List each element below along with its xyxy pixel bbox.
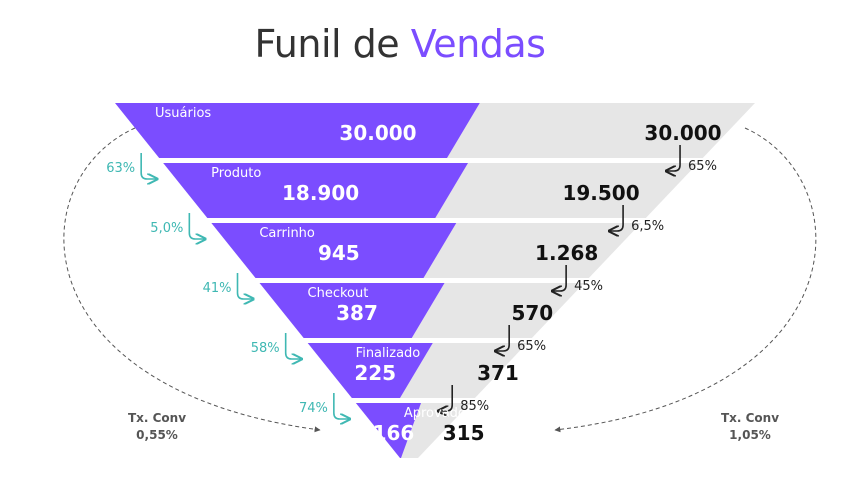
right-conversion-curve [554, 127, 817, 433]
compare-band-5 [401, 403, 471, 458]
compare-value-0: 30.000 [644, 121, 722, 145]
title-prefix: Funil de [254, 22, 400, 66]
left-rate-arrow-5 [333, 393, 350, 419]
compare-band-1 [435, 163, 699, 218]
right-conversion-value: 1,05% [729, 428, 771, 442]
compare-value-3: 570 [511, 301, 554, 325]
right-rate-arrow-2 [609, 205, 624, 231]
funnel-band-4 [307, 343, 433, 398]
left-conversion-label: Tx. Conv [127, 411, 187, 425]
funnel-value-1: 18.900 [282, 181, 360, 205]
left-conversion-curve [63, 127, 321, 433]
left-conversion-value: 0,55% [136, 428, 178, 442]
compare-band-2 [423, 223, 642, 278]
left-rate-arrow-4 [284, 333, 302, 359]
funnel-value-4: 225 [354, 361, 397, 385]
left-rate-arrow-1 [140, 153, 157, 179]
right-rate-arrow-3 [552, 265, 567, 291]
left-rate-1: 63% [106, 161, 136, 176]
funnel-value-5: 166 [372, 421, 415, 445]
right-rate-arrow-5 [438, 385, 454, 411]
funnel-band-3 [259, 283, 445, 338]
right-conversion-label: Tx. Conv [720, 411, 780, 425]
right-rate-2: 6,5% [631, 219, 665, 234]
compare-band-3 [411, 283, 585, 338]
stage-name-2: Carrinho [259, 226, 315, 241]
right-rate-5: 85% [460, 399, 490, 414]
stage-name-5: Aprovado [403, 406, 466, 421]
stage-name-3: Checkout [307, 286, 369, 301]
compare-band-4 [400, 343, 528, 398]
compare-band-0 [447, 103, 755, 158]
left-rate-4: 58% [250, 341, 280, 356]
funnel-band-2 [211, 223, 457, 278]
page-title: Funil de Vendas [0, 22, 800, 66]
left-rate-5: 74% [298, 401, 328, 416]
right-rate-4: 65% [517, 339, 547, 354]
funnel-band-0 [115, 103, 480, 158]
left-rate-2: 5,0% [150, 221, 184, 236]
right-rate-3: 45% [574, 279, 604, 294]
funnel-value-3: 387 [336, 301, 378, 325]
right-rate-arrow-1 [666, 145, 681, 171]
compare-value-4: 371 [477, 361, 519, 385]
left-rate-arrow-3 [236, 273, 254, 299]
right-rate-arrow-4 [495, 325, 510, 351]
compare-value-5: 315 [442, 421, 485, 445]
right-rate-1: 65% [688, 159, 717, 174]
stage-name-4: Finalizado [355, 346, 421, 361]
funnel-band-1 [163, 163, 469, 218]
stage-name-1: Produto [211, 166, 262, 181]
funnel-value-0: 30.000 [339, 121, 417, 145]
left-rate-arrow-2 [188, 213, 205, 239]
stage-name-0: Usuários [155, 106, 212, 121]
title-accent: Vendas [410, 22, 546, 66]
left-rate-3: 41% [202, 281, 232, 296]
funnel-value-2: 945 [317, 241, 360, 265]
compare-value-2: 1.268 [535, 241, 599, 265]
compare-value-1: 19.500 [562, 181, 640, 205]
funnel-band-5 [355, 403, 422, 458]
